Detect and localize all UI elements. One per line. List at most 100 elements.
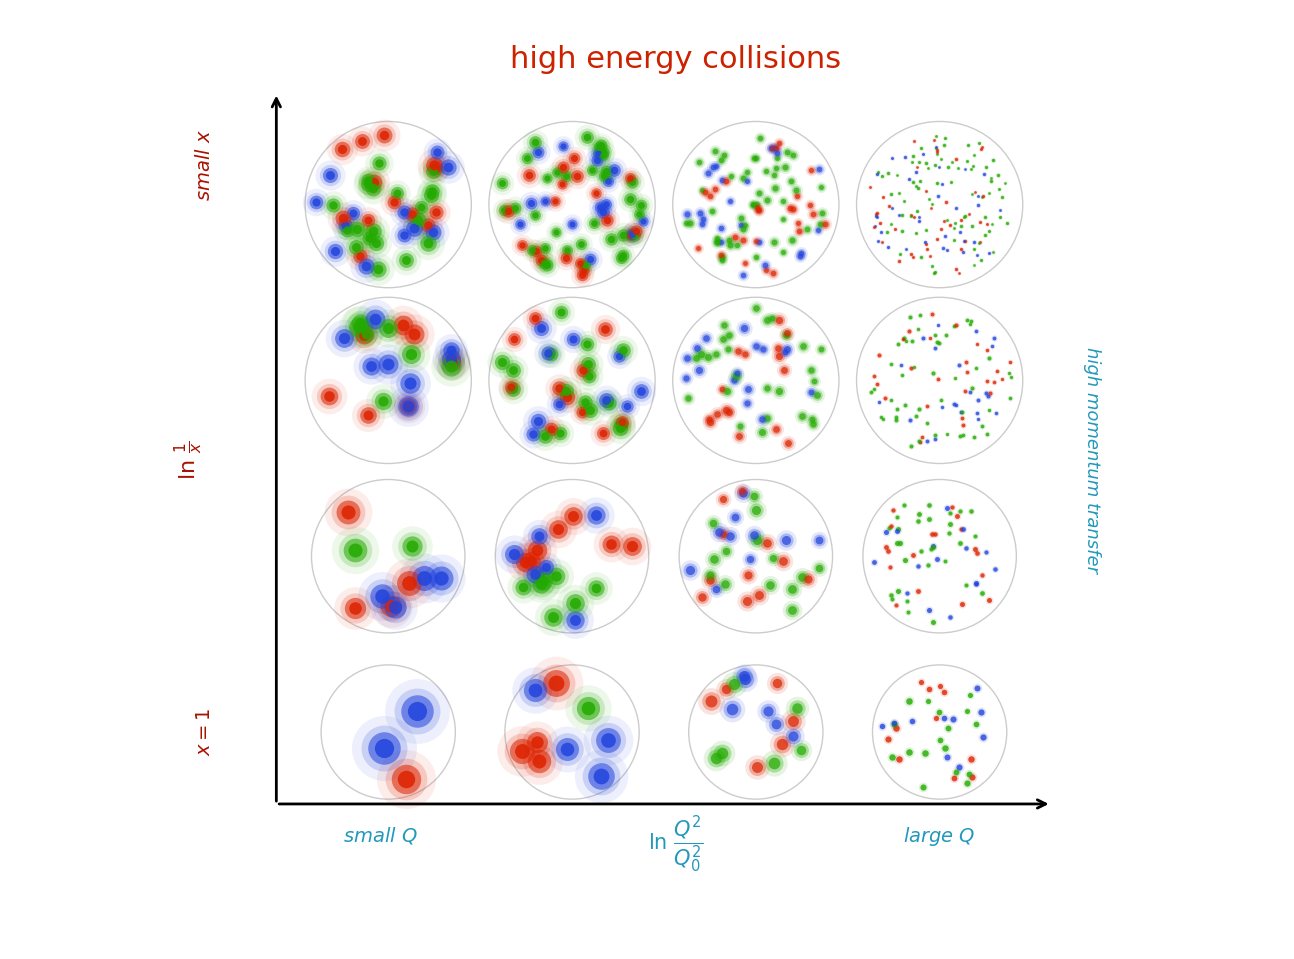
Point <box>766 161 787 176</box>
Point <box>620 171 641 186</box>
Point <box>749 202 770 218</box>
Point <box>999 355 1020 370</box>
Point <box>917 433 938 449</box>
Point <box>358 230 379 246</box>
Point <box>753 341 774 357</box>
Point <box>804 373 824 388</box>
Point <box>503 546 524 561</box>
Point <box>726 364 747 380</box>
Point <box>807 222 828 237</box>
Point <box>951 218 972 233</box>
Point <box>521 553 542 569</box>
Point <box>440 341 461 357</box>
Point <box>320 167 340 182</box>
Point <box>318 387 339 403</box>
Point <box>776 145 797 160</box>
Point <box>396 771 417 786</box>
Point <box>553 139 573 154</box>
Point <box>978 402 999 417</box>
Point <box>791 245 811 260</box>
Point <box>404 326 424 341</box>
Point <box>809 560 829 575</box>
Point <box>802 206 823 222</box>
Point <box>927 334 947 349</box>
Point <box>349 319 370 335</box>
Point <box>718 327 739 342</box>
Point <box>593 148 613 163</box>
Point <box>729 428 749 443</box>
Point <box>885 720 906 736</box>
Point <box>760 577 780 593</box>
Point <box>936 327 956 342</box>
Point <box>721 169 741 184</box>
Point <box>801 385 822 400</box>
Point <box>956 364 977 380</box>
Point <box>703 203 723 219</box>
Point <box>695 184 716 199</box>
Point <box>534 241 555 256</box>
Point <box>880 356 901 371</box>
Point <box>577 357 598 372</box>
Point <box>687 340 708 356</box>
Point <box>977 373 998 388</box>
Point <box>927 142 947 157</box>
Point <box>892 222 912 238</box>
Point <box>691 182 712 198</box>
Point <box>809 560 829 575</box>
Point <box>949 265 969 280</box>
Point <box>939 218 960 233</box>
Point <box>563 332 584 347</box>
Point <box>955 384 976 399</box>
Point <box>547 165 568 180</box>
Point <box>802 411 823 427</box>
Point <box>591 769 612 784</box>
Point <box>320 167 340 182</box>
Point <box>362 223 383 239</box>
Point <box>765 181 785 197</box>
Point <box>977 342 998 358</box>
Point <box>710 152 731 168</box>
Point <box>369 155 389 171</box>
Point <box>397 399 418 414</box>
Point <box>345 240 366 255</box>
Point <box>810 341 831 357</box>
Point <box>591 769 612 784</box>
Point <box>712 745 732 760</box>
Point <box>546 568 567 583</box>
Point <box>691 182 712 198</box>
Point <box>527 542 547 557</box>
Point <box>577 337 598 352</box>
Point <box>707 407 727 422</box>
Point <box>978 402 999 417</box>
Point <box>749 587 770 602</box>
Point <box>401 206 422 222</box>
Point <box>738 164 758 179</box>
Point <box>893 331 914 346</box>
Point <box>595 197 616 212</box>
Point <box>523 427 543 442</box>
Point <box>387 185 408 200</box>
Point <box>751 130 771 146</box>
Point <box>901 438 921 454</box>
Point <box>732 268 753 283</box>
Point <box>325 244 345 259</box>
Point <box>717 384 738 399</box>
Point <box>533 573 554 588</box>
Point <box>594 169 615 184</box>
Point <box>976 544 996 559</box>
Point <box>593 144 613 159</box>
Point <box>907 558 928 573</box>
Point <box>305 194 326 209</box>
Point <box>347 222 367 237</box>
Point <box>895 397 916 412</box>
Point <box>969 235 990 250</box>
Point <box>575 395 595 410</box>
Point <box>996 216 1017 231</box>
Point <box>749 202 770 218</box>
Point <box>756 163 776 178</box>
Point <box>753 341 774 357</box>
Point <box>980 185 1000 200</box>
Point <box>959 206 980 222</box>
Point <box>804 373 824 388</box>
Point <box>393 204 414 220</box>
